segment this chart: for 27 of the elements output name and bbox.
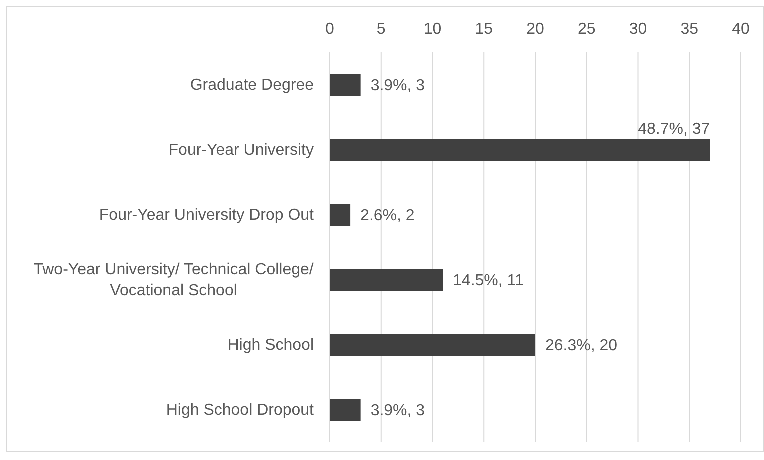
data-label: 3.9%, 3 <box>370 78 426 95</box>
x-tick-label: 20 <box>526 21 544 38</box>
x-tick-label: 5 <box>376 21 386 38</box>
bar <box>330 269 444 291</box>
data-label: 14.5%, 11 <box>453 272 524 290</box>
bar <box>330 334 536 356</box>
x-tick-label: 30 <box>629 21 648 38</box>
bar <box>330 139 710 161</box>
y-tick-label: Graduate Degree <box>190 77 314 94</box>
bar <box>330 399 361 421</box>
data-label: 2.6%, 2 <box>360 208 415 225</box>
y-tick-label: Two-Year University/ Technical College/ Vocational School <box>34 262 314 300</box>
data-label: 48.7%, 37 <box>638 121 710 138</box>
x-tick-label: 10 <box>424 21 442 38</box>
bar <box>330 74 361 96</box>
x-tick-label: 25 <box>578 21 596 38</box>
x-tick-label: 40 <box>732 21 750 38</box>
data-label: 3.9%, 3 <box>370 402 426 420</box>
y-tick-label: Four-Year University Drop Out <box>99 207 315 224</box>
y-tick-label: High School <box>228 337 314 354</box>
x-tick-label: 15 <box>475 21 494 38</box>
x-tick-label: 0 <box>326 21 335 38</box>
data-label: 26.3%, 20 <box>546 338 618 355</box>
y-tick-label: High School Dropout <box>166 402 315 420</box>
y-tick-label: Four-Year University <box>168 142 314 160</box>
x-tick-label: 35 <box>680 21 699 38</box>
bar <box>330 204 351 226</box>
